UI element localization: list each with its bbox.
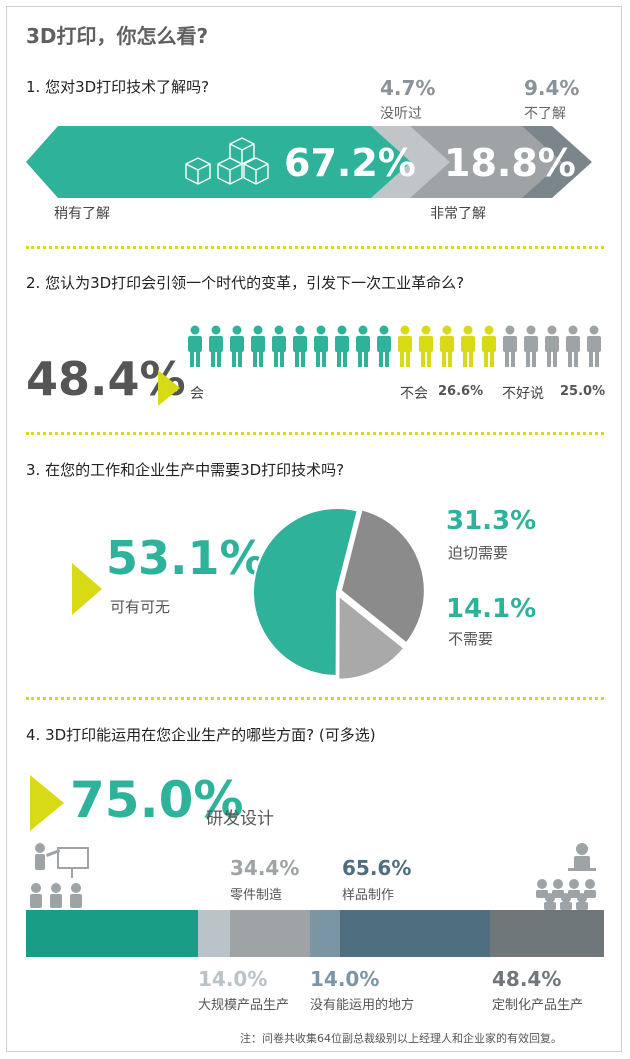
- q4-none-value: 14.0%: [310, 967, 380, 991]
- q1-not-heard-label: 没听过: [380, 106, 422, 122]
- divider-3: [26, 697, 604, 700]
- q2-unsure-label: 不好说: [502, 386, 544, 402]
- q1-somewhat-value: 67.2%: [284, 141, 416, 185]
- q3-no-need-label: 不需要: [448, 630, 494, 648]
- person-yes-icon: [314, 325, 328, 367]
- q2-unsure-value: 25.0%: [560, 384, 606, 399]
- person-no-icon: [461, 325, 475, 367]
- q4-custom-label: 定制化产品生产: [492, 998, 584, 1013]
- person-unsure-icon: [524, 325, 538, 367]
- audience-icon: [536, 843, 596, 910]
- q1-arrow-not-heard: [371, 126, 450, 198]
- q4-strip-mass: [198, 910, 230, 957]
- pie-slice-urgent: [339, 508, 426, 645]
- q4-question: 4. 3D打印能运用在您企业生产的哪些方面? (可多选): [26, 726, 376, 744]
- q1-unaware-value: 9.4%: [524, 76, 580, 100]
- q1-arrow-somewhat: [26, 126, 411, 198]
- q4-custom-value: 48.4%: [492, 967, 562, 991]
- person-yes-icon: [230, 325, 244, 367]
- q2-pointer-icon: [158, 370, 180, 406]
- q3-optional-value: 53.1%: [106, 531, 266, 585]
- q4-sample-label: 样品制作: [342, 888, 395, 903]
- person-unsure-icon: [566, 325, 580, 367]
- divider-1: [26, 246, 604, 249]
- presenter-icon: [30, 843, 89, 908]
- q1-somewhat-label: 稍有了解: [54, 206, 110, 222]
- cubes-icon: [185, 137, 269, 185]
- q1-unaware-label: 不了解: [524, 106, 566, 122]
- q4-sample-value: 65.6%: [342, 856, 412, 880]
- q1-arrow-very: [391, 126, 562, 198]
- person-no-icon: [419, 325, 433, 367]
- q4-mass-value: 14.0%: [198, 967, 268, 991]
- q3-pointer-icon: [72, 563, 102, 615]
- person-yes-icon: [335, 325, 349, 367]
- q2-no-value: 26.6%: [438, 384, 484, 399]
- q3-no-need-value: 14.1%: [446, 594, 537, 624]
- person-yes-icon: [272, 325, 286, 367]
- q4-strip-chart: [26, 910, 604, 957]
- q3-question: 3. 在您的工作和企业生产中需要3D打印技术吗?: [26, 461, 345, 479]
- person-unsure-icon: [503, 325, 517, 367]
- footnote: 注：问卷共收集64位副总裁级别以上经理人和企业家的有效回复。: [240, 1032, 562, 1045]
- person-yes-icon: [188, 325, 202, 367]
- q4-parts-value: 34.4%: [230, 856, 300, 880]
- person-yes-icon: [209, 325, 223, 367]
- divider-2: [26, 432, 604, 435]
- q4-rd-label: 研发设计: [206, 809, 274, 829]
- q4-strip-none: [310, 910, 340, 957]
- q2-no-label: 不会: [400, 386, 428, 402]
- person-no-icon: [482, 325, 496, 367]
- q1-very-label: 非常了解: [430, 206, 486, 222]
- infographic-frame: [6, 6, 622, 1052]
- page-title: 3D打印，你怎么看?: [26, 24, 209, 48]
- person-yes-icon: [293, 325, 307, 367]
- pie-slice-optional: [252, 507, 359, 678]
- q4-strip-rd: [26, 910, 198, 957]
- q1-question: 1. 您对3D打印技术了解吗?: [26, 78, 210, 96]
- q2-yes-label: 会: [190, 386, 204, 402]
- person-unsure-icon: [545, 325, 559, 367]
- q2-people-pictogram: [188, 325, 601, 367]
- pie-slice-no-need: [337, 593, 406, 681]
- q4-pointer-icon: [30, 775, 64, 831]
- q3-urgent-value: 31.3%: [446, 506, 537, 536]
- person-yes-icon: [377, 325, 391, 367]
- q3-optional-label: 可有可无: [110, 598, 171, 616]
- q4-rd-value: 75.0%: [70, 771, 244, 829]
- person-yes-icon: [356, 325, 370, 367]
- q4-strip-sample: [340, 910, 490, 957]
- q4-parts-label: 零件制造: [230, 888, 283, 903]
- q4-mass-label: 大规模产品生产: [198, 998, 290, 1013]
- q1-arrow-chart: 67.2% 18.8%: [26, 126, 592, 198]
- person-unsure-icon: [587, 325, 601, 367]
- person-yes-icon: [251, 325, 265, 367]
- person-no-icon: [398, 325, 412, 367]
- q3-pie-chart: [252, 507, 426, 681]
- q2-question: 2. 您认为3D打印会引领一个时代的变革，引发下一次工业革命么?: [26, 274, 465, 292]
- q3-urgent-label: 迫切需要: [448, 544, 509, 562]
- q1-not-heard-value: 4.7%: [380, 76, 436, 100]
- q4-strip-custom: [490, 910, 604, 957]
- person-no-icon: [440, 325, 454, 367]
- q1-very-value: 18.8%: [444, 141, 576, 185]
- q4-none-label: 没有能运用的地方: [310, 998, 415, 1013]
- q4-strip-parts: [230, 910, 310, 957]
